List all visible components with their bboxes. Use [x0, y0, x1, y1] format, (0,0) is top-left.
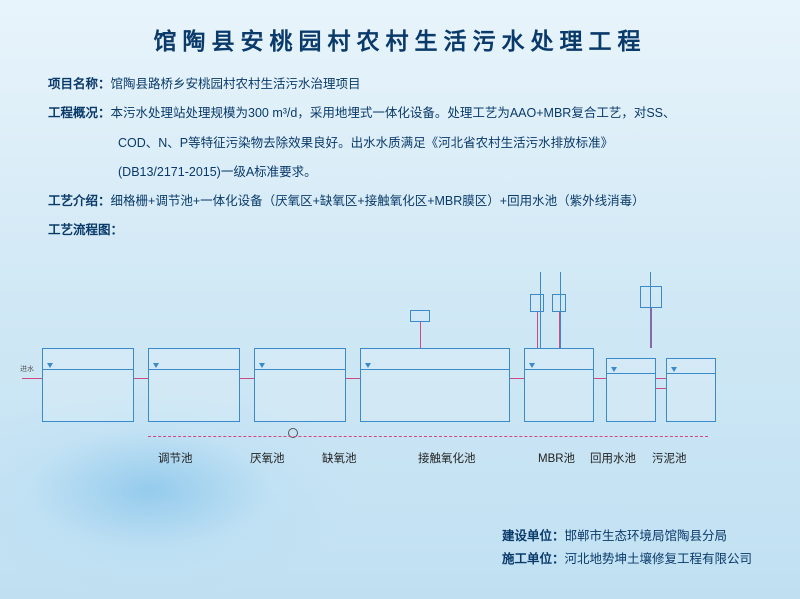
anaerobic-tank	[148, 348, 240, 422]
uv-device	[640, 286, 662, 308]
process-intro-label: 工艺介绍：	[48, 194, 111, 208]
process-flow-diagram: 进水	[40, 260, 760, 450]
contractor-label: 施工单位：	[502, 552, 565, 566]
tank-label: 污泥池	[652, 450, 687, 466]
flow-label-row: 工艺流程图：	[48, 220, 752, 241]
tank-label: 回用水池	[590, 450, 636, 466]
owner-value: 邯郸市生态环境局馆陶县分局	[564, 529, 727, 543]
process-intro-row: 工艺介绍：细格栅+调节池+一体化设备（厌氧区+缺氧区+接触氧化区+MBR膜区）+…	[48, 191, 752, 212]
tank-label: 调节池	[158, 450, 193, 466]
project-name-label: 项目名称：	[48, 77, 111, 91]
tank-labels-row: 调节池 厌氧池 缺氧池 接触氧化池 MBR池回用水池污泥池	[40, 450, 760, 470]
tank-label: 接触氧化池	[418, 450, 476, 466]
project-name-value: 馆陶县路桥乡安桃园村农村生活污水治理项目	[111, 77, 361, 91]
reuse-tank	[606, 358, 656, 422]
page-title: 馆陶县安桃园村农村生活污水处理工程	[0, 0, 800, 56]
overview-row-3: (DB13/2171-2015)一级A标准要求。	[48, 162, 752, 183]
overview-label: 工程概况：	[48, 106, 111, 120]
content-block: 项目名称：馆陶县路桥乡安桃园村农村生活污水治理项目 工程概况：本污水处理站处理规…	[0, 56, 800, 242]
anoxic-tank	[254, 348, 346, 422]
flow-label: 工艺流程图：	[48, 223, 123, 237]
process-intro-value: 细格栅+调节池+一体化设备（厌氧区+缺氧区+接触氧化区+MBR膜区）+回用水池（…	[111, 194, 645, 208]
overview-row-1: 工程概况：本污水处理站处理规模为300 m³/d，采用地埋式一体化设备。处理工艺…	[48, 103, 752, 124]
contact-oxid-tank	[360, 348, 510, 422]
contractor-row: 施工单位：河北地势坤土壤修复工程有限公司	[502, 548, 752, 567]
tank-label: 厌氧池	[250, 450, 285, 466]
dosing-1	[530, 294, 544, 312]
sludge-tank	[666, 358, 716, 422]
footer-block: 建设单位：邯郸市生态环境局馆陶县分局 施工单位：河北地势坤土壤修复工程有限公司	[502, 525, 752, 571]
contractor-value: 河北地势坤土壤修复工程有限公司	[564, 552, 752, 566]
owner-label: 建设单位：	[502, 529, 565, 543]
dosing-2	[552, 294, 566, 312]
project-name-row: 项目名称：馆陶县路桥乡安桃园村农村生活污水治理项目	[48, 74, 752, 95]
owner-row: 建设单位：邯郸市生态环境局馆陶县分局	[502, 525, 752, 544]
overview-line1: 本污水处理站处理规模为300 m³/d，采用地埋式一体化设备。处理工艺为AAO+…	[111, 106, 676, 120]
adjust-tank	[42, 348, 134, 422]
overview-row-2: COD、N、P等特征污染物去除效果良好。出水水质满足《河北省农村生活污水排放标准…	[48, 133, 752, 154]
blower	[410, 310, 430, 322]
mbr-tank	[524, 348, 594, 422]
tank-label: 缺氧池	[322, 450, 357, 466]
tank-label: MBR池	[538, 450, 575, 466]
